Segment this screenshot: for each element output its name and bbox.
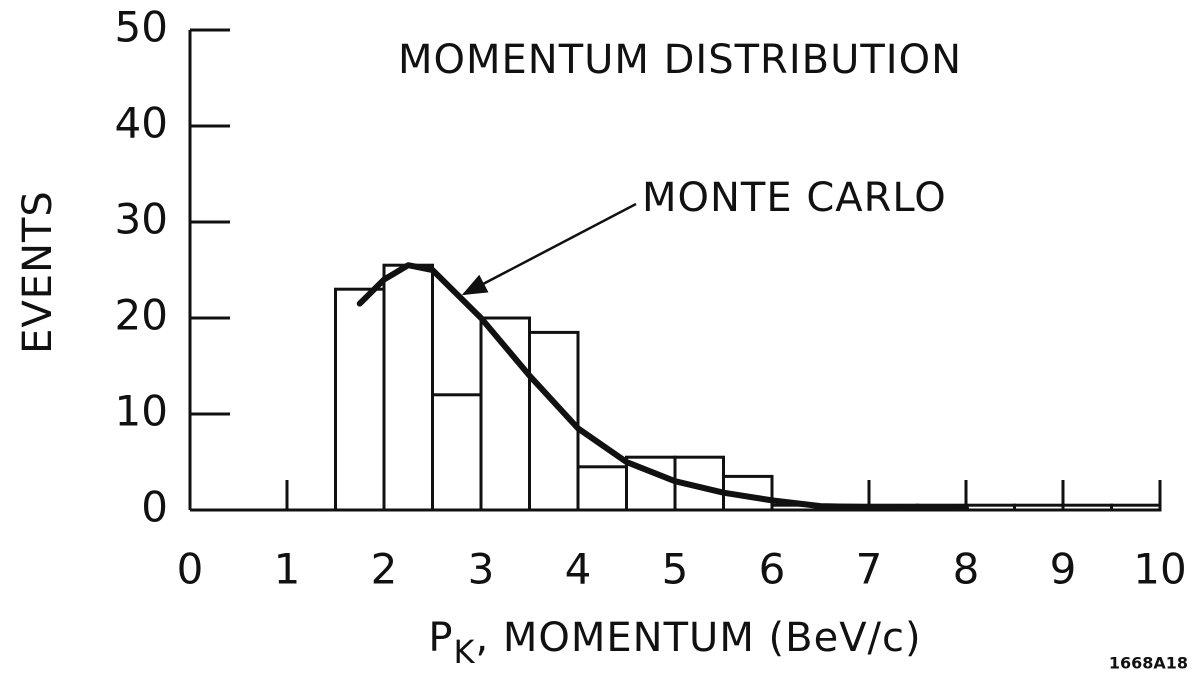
x-tick-label: 9 — [1050, 545, 1077, 594]
figure-id: 1668A18 — [1109, 654, 1188, 673]
histogram-bar — [431, 393, 483, 512]
x-tick-label: 7 — [856, 545, 883, 594]
x-tick-label: 2 — [371, 545, 398, 594]
histogram-bar — [964, 503, 1016, 512]
y-tick-label: 30 — [115, 195, 168, 244]
chart-title: MOMENTUM DISTRIBUTION — [398, 37, 962, 83]
x-tick-label: 6 — [759, 545, 786, 594]
histogram-bar — [576, 465, 628, 512]
y-tick-label: 50 — [115, 3, 168, 52]
y-tick-label: 20 — [115, 291, 168, 340]
x-label-part: P — [428, 615, 453, 661]
x-label-part: , MOMENTUM (BeV/c) — [475, 615, 921, 661]
histogram-bar — [1061, 503, 1113, 512]
x-tick-label: 10 — [1133, 545, 1186, 594]
histogram-bar — [528, 330, 580, 512]
histogram-bar — [334, 287, 386, 512]
monte-carlo-curve — [356, 262, 969, 512]
annotation: MONTE CARLO — [642, 175, 947, 221]
y-axis-label: EVENTS — [15, 190, 61, 354]
y-tick-label: 0 — [141, 483, 168, 532]
x-tick-label: 8 — [953, 545, 980, 594]
y-tick-label: 40 — [115, 99, 168, 148]
histogram-bar — [1110, 503, 1162, 512]
histogram-bar — [1013, 503, 1065, 512]
annotation-arrow — [461, 202, 637, 296]
x-tick-label: 5 — [662, 545, 689, 594]
x-axis-label: PK, MOMENTUM (BeV/c) — [428, 615, 921, 671]
histogram-bar — [382, 263, 434, 512]
x-tick-label: 3 — [468, 545, 495, 594]
x-label-sub: K — [453, 633, 475, 671]
x-tick-label: 1 — [274, 545, 301, 594]
y-tick-label: 10 — [115, 387, 168, 436]
x-tick-label: 4 — [565, 545, 592, 594]
x-tick-label: 0 — [177, 545, 204, 594]
